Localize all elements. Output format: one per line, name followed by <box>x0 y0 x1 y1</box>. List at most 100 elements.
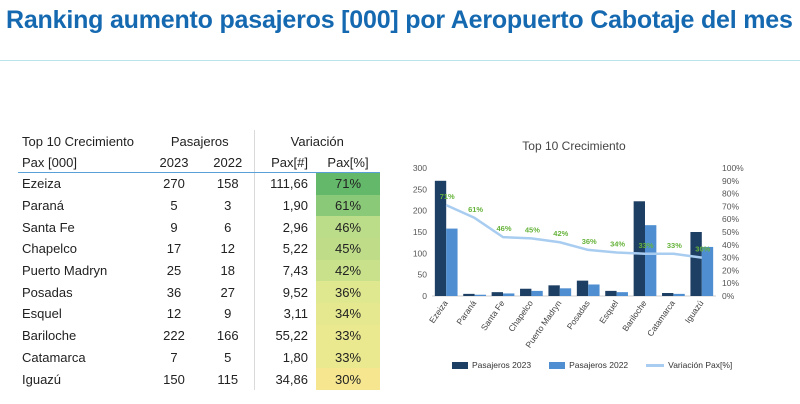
bar-2023 <box>662 293 674 296</box>
airport-name-cell: Paraná <box>22 198 64 214</box>
airport-name-cell: Iguazú <box>22 371 62 387</box>
pax-pct-cell: 30% <box>316 368 381 390</box>
y-right-tick-label: 70% <box>722 201 739 211</box>
header-2022: 2022 <box>202 152 254 173</box>
y-right-tick-label: 90% <box>722 176 739 186</box>
bar-2022 <box>616 292 628 296</box>
airport-name-cell: Esquel <box>22 306 62 322</box>
bar-2022 <box>474 294 486 296</box>
airport-name-cell: Bariloche <box>22 328 77 344</box>
bar-2023 <box>434 180 447 296</box>
pax-2023-cell: 222 <box>163 328 185 344</box>
bar-2022 <box>446 228 458 296</box>
pax-2023-cell: 270 <box>163 176 185 192</box>
x-tick-label: Santa Fe <box>479 298 507 332</box>
x-tick-label: Ezeiza <box>427 298 450 325</box>
table-row: Ezeiza 270 158 111,66 71% <box>18 172 381 195</box>
pax-abs-cell: 7,43 <box>253 259 316 282</box>
pax-abs-cell: 111,66 <box>253 172 316 195</box>
bar-2023 <box>463 293 475 296</box>
pax-2022-cell: 158 <box>216 176 239 192</box>
x-tick-label: Bariloche <box>620 298 649 333</box>
legend-swatch-2023 <box>452 361 468 369</box>
y-right-tick-label: 50% <box>722 227 739 237</box>
pax-abs-cell: 2,96 <box>253 216 316 239</box>
legend-label-variacion: Variación Pax[%] <box>668 360 733 370</box>
bar-2022 <box>701 246 714 296</box>
x-tick-label: Iguazú <box>683 298 706 325</box>
pax-pct-cell: 61% <box>316 194 381 217</box>
pax-2023-cell: 17 <box>166 241 182 257</box>
table-row: Iguazú 150 115 34,86 30% <box>18 368 381 390</box>
y-left-tick-label: 0 <box>422 291 427 301</box>
line-variacion <box>445 203 702 259</box>
bar-2022 <box>531 290 543 296</box>
y-right-tick-label: 60% <box>722 214 739 224</box>
pax-abs-cell: 34,86 <box>253 368 316 390</box>
legend-swatch-2022 <box>549 361 566 369</box>
pax-2023-cell: 25 <box>166 263 182 279</box>
y-right-tick-label: 0% <box>722 291 735 301</box>
pax-pct-cell: 71% <box>316 172 381 195</box>
pax-2023-cell: 5 <box>170 198 178 214</box>
bar-2023 <box>690 232 702 296</box>
table-row: Posadas 36 27 9,52 36% <box>18 281 381 304</box>
header-group-label: Top 10 Crecimiento <box>22 133 134 149</box>
airport-name-cell: Chapelco <box>22 241 77 257</box>
table-row: Esquel 12 9 3,11 34% <box>18 303 381 325</box>
pax-2022-cell: 12 <box>220 241 235 257</box>
y-right-tick-label: 100% <box>722 163 744 173</box>
pax-2023-cell: 9 <box>170 219 178 235</box>
header-pax-pct: Pax[%] <box>316 152 381 173</box>
data-label: 36% <box>582 237 597 246</box>
table-header-row-1: Top 10 Crecimiento Pasajeros Variación <box>18 130 381 152</box>
bar-2022 <box>588 284 600 296</box>
table-row: Puerto Madryn 25 18 7,43 42% <box>18 259 381 282</box>
y-right-tick-label: 40% <box>722 240 739 250</box>
pax-2022-cell: 166 <box>216 328 239 344</box>
bar-2023 <box>633 201 645 296</box>
pax-abs-cell: 1,90 <box>253 194 316 217</box>
airport-name-cell: Catamarca <box>22 349 86 365</box>
page-title: Ranking aumento pasajeros [000] por Aero… <box>6 6 793 34</box>
bar-2022 <box>503 293 515 296</box>
legend-item-variacion: Variación Pax[%] <box>646 360 732 370</box>
data-label: 42% <box>553 229 568 238</box>
pax-pct-cell: 42% <box>316 259 381 282</box>
y-left-tick-label: 50 <box>418 270 428 280</box>
pax-pct-cell: 46% <box>316 216 381 239</box>
bar-2023 <box>605 290 617 296</box>
x-tick-label: Posadas <box>565 298 592 331</box>
pax-2023-cell: 7 <box>170 349 178 365</box>
bar-2022 <box>559 288 572 296</box>
legend-item-2023: Pasajeros 2023 <box>452 360 531 370</box>
header-pax-abs: Pax[#] <box>253 152 316 173</box>
chart-legend: Pasajeros 2023 Pasajeros 2022 Variación … <box>452 360 732 370</box>
bar-2023 <box>520 288 532 296</box>
y-right-tick-label: 20% <box>722 265 739 275</box>
bar-2023 <box>576 280 589 296</box>
pax-2022-cell: 9 <box>224 306 232 322</box>
bar-2023 <box>491 292 503 296</box>
pax-2022-cell: 3 <box>224 198 232 214</box>
x-tick-label: Paraná <box>454 298 478 326</box>
legend-label-2022: Pasajeros 2022 <box>569 360 629 370</box>
header-pasajeros: Pasajeros <box>170 133 229 149</box>
y-left-tick-label: 100 <box>413 248 427 258</box>
pax-pct-cell: 33% <box>316 346 381 369</box>
pax-2022-cell: 27 <box>220 284 235 300</box>
data-label: 61% <box>468 205 483 214</box>
data-label: 71% <box>440 192 455 201</box>
table-row: Catamarca 7 5 1,80 33% <box>18 346 381 369</box>
pax-2023-cell: 150 <box>163 371 185 387</box>
pax-abs-cell: 3,11 <box>253 303 316 325</box>
pax-pct-cell: 34% <box>316 303 381 325</box>
airport-name-cell: Puerto Madryn <box>22 263 108 279</box>
pax-2022-cell: 5 <box>224 349 232 365</box>
data-label: 46% <box>496 224 511 233</box>
data-label: 33% <box>667 241 682 250</box>
pax-2023-cell: 12 <box>166 306 182 322</box>
table-row: Bariloche 222 166 55,22 33% <box>18 324 381 347</box>
data-label: 45% <box>525 225 540 234</box>
header-variacion: Variación <box>253 130 381 152</box>
